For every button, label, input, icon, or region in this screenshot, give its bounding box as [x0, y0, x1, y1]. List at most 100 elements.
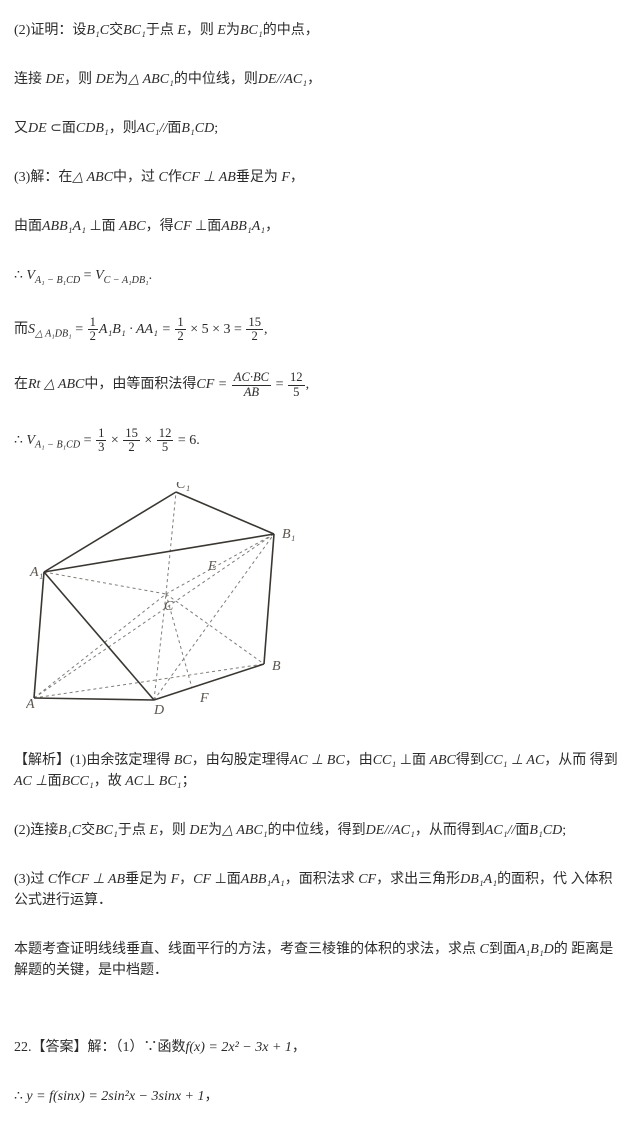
sym: y = f(sinx) = 2sin²x − 3sinx + 1 [26, 1089, 204, 1104]
t: 垂足为 [125, 872, 171, 887]
sym: △ ABC₁ [222, 823, 268, 838]
t: (1)由余弦定理得 [70, 753, 174, 768]
t: 为 [208, 823, 222, 838]
sym: B₁C [58, 823, 81, 838]
t: 本题考查证明线线垂直、线面平行的方法，考查三棱锥的体积的求法，求点 [14, 942, 480, 957]
sym: AC [125, 774, 143, 789]
frac-125: 125 [288, 371, 305, 398]
t: (3)解：在 [14, 170, 72, 185]
sym: CF [193, 872, 211, 887]
sym: CF ⊥ AB [71, 872, 125, 887]
sym: BC₁ [159, 774, 182, 789]
sym: A₁B₁D [517, 942, 554, 957]
svg-text:A: A [26, 697, 35, 712]
svg-text:B₁: B₁ [282, 527, 295, 542]
t: (2)证明：设 [14, 23, 86, 38]
sym: CC₁ ⊥ AC [484, 753, 544, 768]
t: 到面 [489, 942, 517, 957]
sym: C [48, 872, 57, 887]
t: 而 [14, 322, 28, 337]
frac-acbc: AC·BCAB [232, 371, 271, 398]
t: 于点 [118, 823, 150, 838]
sym: DE [189, 823, 208, 838]
t: ， [179, 872, 193, 887]
t: ⊥面 [396, 753, 429, 768]
sym: BC₁ [123, 23, 146, 38]
t: ， [265, 219, 279, 234]
t: ， [307, 72, 321, 87]
svg-text:A₁: A₁ [29, 565, 43, 580]
sub: A₁ − B₁CD [35, 440, 80, 451]
svg-text:D: D [153, 703, 164, 718]
t: 的中位线，得到 [268, 823, 366, 838]
sym: F [171, 872, 180, 887]
sym: V [95, 268, 104, 283]
sym: CC₁ [373, 753, 397, 768]
t: ，从而得到 [415, 823, 485, 838]
sym: DE [28, 121, 47, 136]
para-3a: (3)解：在△ ABC中，过 C作CF ⊥ AB垂足为 F， [14, 167, 626, 188]
hdr: 【解析】 [14, 753, 70, 768]
sym: CF [174, 219, 192, 234]
sym: A₁B₁ · AA₁ = [99, 322, 175, 337]
sym: CF [358, 872, 376, 887]
sym: ABB₁A₁ [42, 219, 86, 234]
sym: ABB₁A₁ [221, 219, 265, 234]
t: ，则 [158, 823, 190, 838]
t: 解：（1）∵函数 [88, 1040, 186, 1055]
t: 中，由等面积法得 [84, 377, 196, 392]
t: ; [562, 823, 566, 838]
para-2a: (2)证明：设B₁C交BC₁于点 E，则 E为BC₁的中点， [14, 20, 626, 41]
t: ， [292, 1040, 306, 1055]
t: ，故 [94, 774, 126, 789]
sym: AC₁// [485, 823, 516, 838]
t: 的 [554, 942, 568, 957]
svg-text:B: B [272, 659, 281, 674]
t: ，由 [345, 753, 373, 768]
sub: △ A₁DB₁ [35, 329, 72, 340]
sym: V [26, 268, 35, 283]
t: ∴ [14, 1089, 26, 1104]
t: 为 [226, 23, 240, 38]
analysis-2: (2)连接B₁C交BC₁于点 E，则 DE为△ ABC₁的中位线，得到DE//A… [14, 820, 626, 841]
t: ，面积法求 [285, 872, 359, 887]
t: 面 [48, 774, 62, 789]
sym: DB₁A₁ [460, 872, 497, 887]
t: 面 [167, 121, 181, 136]
t: ; [214, 121, 218, 136]
svg-text:C: C [164, 599, 174, 614]
t: (2)连接 [14, 823, 58, 838]
t: ， [290, 170, 304, 185]
sym: Rt △ ABC [28, 377, 84, 392]
sym: DE [46, 72, 65, 87]
q22-line1: 22.【答案】解：（1）∵函数f(x) = 2x² − 3x + 1， [14, 1037, 626, 1058]
t: ，则 [186, 23, 218, 38]
frac-b: 152 [123, 427, 140, 454]
t: 的中点， [263, 23, 319, 38]
sym: S [28, 322, 35, 337]
analysis-3: (3)过 C作CF ⊥ AB垂足为 F，CF ⊥面ABB₁A₁，面积法求 CF，… [14, 869, 626, 911]
t: ⊥面 [192, 219, 222, 234]
t: ，由勾股定理得 [192, 753, 290, 768]
t: 中，过 [113, 170, 159, 185]
eq: = [80, 433, 95, 448]
q22-line2: ∴ y = f(sinx) = 2sin²x − 3sinx + 1， [14, 1086, 626, 1107]
t: 面 [515, 823, 529, 838]
t: 得到 [590, 753, 618, 768]
t: ，则 [64, 72, 96, 87]
sym: △ ABC [72, 170, 113, 185]
sym: F [281, 170, 290, 185]
sym: B₁CD [529, 823, 562, 838]
frac-half: 12 [88, 316, 98, 343]
sym: B₁C [86, 23, 109, 38]
t: × 5 × 3 = [187, 322, 246, 337]
sym: CDB₁ [76, 121, 109, 136]
t: 的面积，代 [497, 872, 567, 887]
frac-res: 152 [246, 316, 263, 343]
t: ，得 [146, 219, 174, 234]
sym: AC ⊥ [14, 774, 48, 789]
sub: C − A₁DB₁ [104, 275, 149, 286]
sym: DE [96, 72, 115, 87]
frac-half2: 12 [175, 316, 185, 343]
t: 为 [114, 72, 128, 87]
